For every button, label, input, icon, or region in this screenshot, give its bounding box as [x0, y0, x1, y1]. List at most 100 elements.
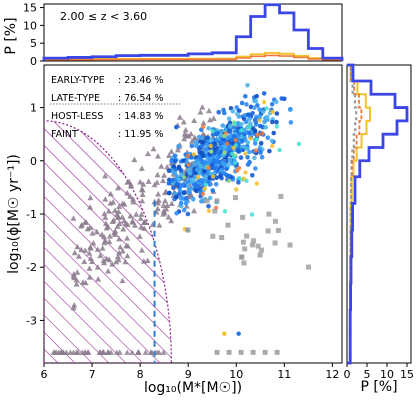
- scatter-point-late-type: [259, 154, 265, 160]
- scatter-point-triangle: [81, 219, 88, 225]
- x-tick-label: 6: [41, 368, 48, 381]
- scatter-point-triangle: [116, 220, 123, 227]
- scatter-point-accent: [222, 133, 227, 139]
- scatter-point-triangle: [133, 211, 140, 217]
- scatter-point-late-type: [207, 182, 213, 187]
- scatter-point-late-type: [269, 138, 275, 144]
- scatter-point-faint: [242, 246, 248, 252]
- scatter-point-accent: [202, 186, 208, 191]
- scatter-point-late-type: [203, 174, 208, 179]
- scatter-point-late-type: [193, 139, 198, 145]
- scatter-point-triangle: [90, 240, 97, 246]
- scatter-point-faint: [239, 254, 245, 260]
- scatter-point-late-type: [200, 139, 206, 145]
- scatter-point-floor: [55, 349, 62, 355]
- scatter-point-triangle: [124, 179, 131, 185]
- scatter-point-triangle: [102, 172, 109, 179]
- scatter-point-late-type: [219, 168, 224, 173]
- scatter-point-late-type: [182, 190, 187, 195]
- scatter-point-late-type: [187, 171, 193, 176]
- scatter-point-triangle: [141, 218, 148, 225]
- scatter-point-late-type: [225, 147, 231, 152]
- scatter-point-late-type: [218, 173, 223, 179]
- scatter-point-triangle: [168, 200, 175, 207]
- scatter-point-late-type: [243, 94, 248, 99]
- legend-late-label: LATE-TYPE: [51, 93, 100, 104]
- scatter-point-triangle: [113, 258, 120, 265]
- scatter-point-accent: [296, 141, 302, 147]
- scatter-point-accent: [231, 145, 236, 150]
- right-hist-faint: [347, 63, 358, 365]
- scatter-point-late-type: [207, 157, 213, 162]
- scatter-point-late-type: [230, 108, 236, 114]
- scatter-point-late-type: [178, 168, 184, 173]
- scatter-point-triangle: [183, 203, 190, 209]
- scatter-point-triangle: [155, 197, 162, 203]
- scatter-point-faint: [250, 242, 256, 248]
- scatter-point-triangle: [161, 209, 168, 216]
- scatter-point-late-type: [212, 147, 218, 152]
- scatter-point-late-type: [288, 120, 294, 125]
- scatter-point-late-type: [206, 126, 211, 131]
- scatter-point-triangle: [101, 210, 108, 217]
- scatter-point-late-type: [257, 107, 262, 112]
- scatter-point-late-type: [215, 155, 220, 161]
- scatter-point-floor: [67, 349, 74, 355]
- scatter-point-late-type: [287, 107, 293, 112]
- scatter-point-faint: [272, 218, 278, 224]
- scatter-point-triangle: [87, 245, 94, 251]
- scatter-point-late-type: [239, 138, 245, 143]
- scatter-point-triangle: [116, 235, 123, 242]
- scatter-point-triangle: [160, 202, 167, 208]
- scatter-point-late-type: [207, 175, 212, 181]
- right-hist-tick-label: 5: [364, 368, 371, 381]
- scatter-point-faint: [185, 227, 191, 233]
- scatter-point-accent: [186, 162, 191, 167]
- scatter-point-triangle: [197, 109, 204, 115]
- scatter-point-accent: [222, 209, 228, 214]
- scatter-point-late-type: [172, 153, 178, 159]
- scatter-point-late-type: [192, 182, 197, 188]
- scatter-point-late-type: [208, 138, 214, 143]
- scatter-point-late-type: [252, 141, 258, 146]
- scatter-point-late-type: [199, 199, 204, 204]
- scatter-point-late-type: [177, 177, 182, 182]
- scatter-point-late-type: [219, 141, 224, 146]
- scatter-point-accent: [234, 187, 239, 192]
- top-hist-tick-label: 0: [30, 55, 37, 68]
- scatter-point-triangle: [144, 150, 151, 157]
- scatter-point-accent: [237, 176, 242, 181]
- scatter-point-triangle: [168, 148, 175, 155]
- scatter-point-faint: [219, 235, 225, 241]
- scatter-point-accent: [225, 141, 230, 146]
- top-histogram-ticks: 0 5 10 15: [23, 2, 44, 68]
- scatter-point-triangle: [70, 271, 77, 277]
- scatter-point-late-type: [179, 183, 184, 188]
- scatter-point-late-type: [227, 124, 233, 129]
- scatter-point-triangle: [131, 222, 138, 228]
- scatter-point-triangle: [115, 184, 122, 191]
- x-tick-label: 8: [137, 368, 144, 381]
- scatter-point-late-type: [199, 135, 205, 141]
- scatter-point-triangle: [103, 255, 110, 262]
- scatter-point-late-type: [244, 102, 249, 107]
- scatter-point-late-type: [202, 178, 207, 184]
- x-tick-label: 9: [185, 368, 192, 381]
- scatter-point-triangle: [70, 304, 77, 311]
- scatter-point-accent: [248, 136, 253, 141]
- scatter-point-late-type: [189, 143, 195, 149]
- scatter-point-late-type: [252, 128, 258, 133]
- scatter-point-accent: [270, 109, 275, 115]
- scatter-point-late-type: [263, 125, 269, 130]
- scatter-point-late-type: [245, 83, 250, 88]
- scatter-point-accent: [264, 106, 269, 111]
- right-histogram-ticks: 0 5 10 15: [344, 363, 414, 381]
- scatter-point-triangle: [154, 153, 161, 159]
- scatter-point-triangle: [111, 231, 118, 237]
- scatter-point-late-type: [257, 114, 263, 119]
- scatter-point-late-type: [247, 149, 252, 155]
- scatter-point-late-type: [227, 157, 233, 163]
- scatter-point-faint: [278, 193, 284, 199]
- scatter-point-floor-square: [226, 349, 232, 355]
- scatter-point-triangle: [75, 253, 82, 259]
